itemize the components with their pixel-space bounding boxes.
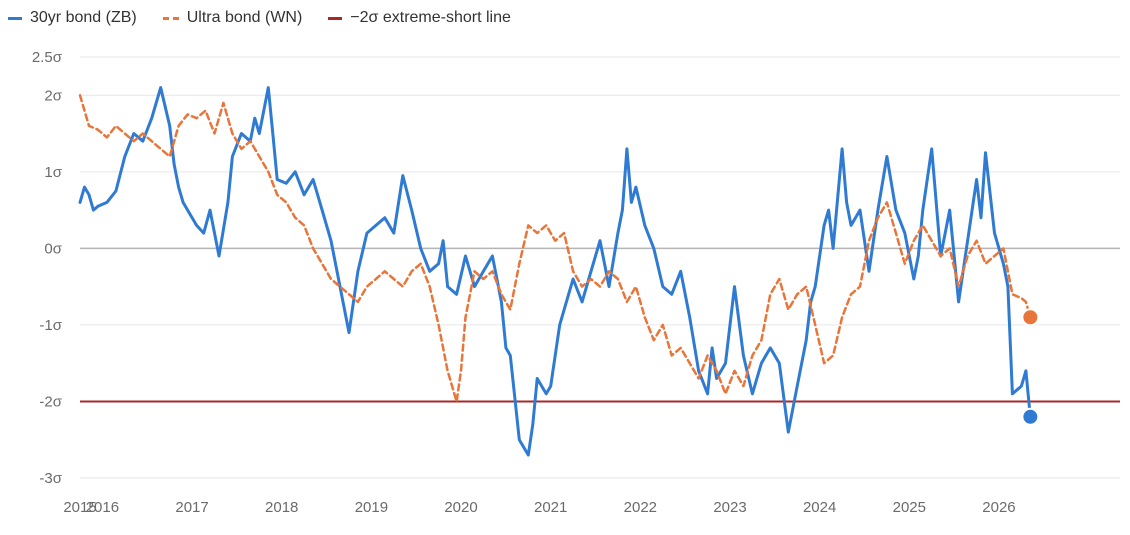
- legend-label-extreme-short: −2σ extreme-short line: [350, 9, 511, 26]
- y-tick-label: 0σ: [44, 240, 62, 257]
- y-tick-label: 2.5σ: [32, 49, 63, 66]
- x-tick-label: 2019: [355, 499, 388, 516]
- series-wn-line: [78, 94, 1032, 403]
- x-tick-label: 2024: [803, 499, 836, 516]
- legend: 30yr bond (ZB) Ultra bond (WN) −2σ extre…: [8, 6, 511, 30]
- legend-label-zb: 30yr bond (ZB): [30, 9, 137, 26]
- x-tick-label: 2020: [444, 499, 477, 516]
- x-tick-label: 2018: [265, 499, 298, 516]
- legend-item-wn[interactable]: Ultra bond (WN): [162, 9, 303, 27]
- x-tick-label: 2023: [713, 499, 746, 516]
- x-tick-label: 2022: [624, 499, 657, 516]
- legend-item-extreme-short[interactable]: −2σ extreme-short line: [328, 9, 511, 27]
- y-tick-label: -2σ: [39, 393, 62, 410]
- x-tick-label: 2017: [175, 499, 208, 516]
- series-wn-end-marker: [1021, 308, 1040, 327]
- y-tick-label: -1σ: [39, 317, 62, 334]
- legend-label-wn: Ultra bond (WN): [186, 9, 303, 26]
- series-lines: [78, 86, 1032, 457]
- legend-item-zb[interactable]: 30yr bond (ZB): [8, 9, 137, 27]
- x-tick-label: 2025: [893, 499, 926, 516]
- x-tick-label: 2016: [86, 499, 119, 516]
- x-tick-label: 2021: [534, 499, 567, 516]
- legend-swatch-wn: [162, 16, 179, 20]
- y-tick-label: -3σ: [39, 470, 62, 487]
- y-tick-label: 2σ: [44, 87, 62, 104]
- y-tick-label: 1σ: [44, 164, 62, 181]
- legend-swatch-zb: [8, 16, 22, 20]
- series-zb-line: [78, 86, 1032, 457]
- series-zb-end-marker: [1021, 407, 1040, 426]
- end-markers: [1021, 308, 1040, 426]
- x-tick-label: 2026: [982, 499, 1015, 516]
- y-axis-ticks: 2.5σ 2σ 1σ 0σ -1σ -2σ -3σ: [32, 49, 63, 487]
- legend-swatch-extreme-short: [328, 16, 343, 20]
- x-tick-label: 2015: [63, 499, 96, 516]
